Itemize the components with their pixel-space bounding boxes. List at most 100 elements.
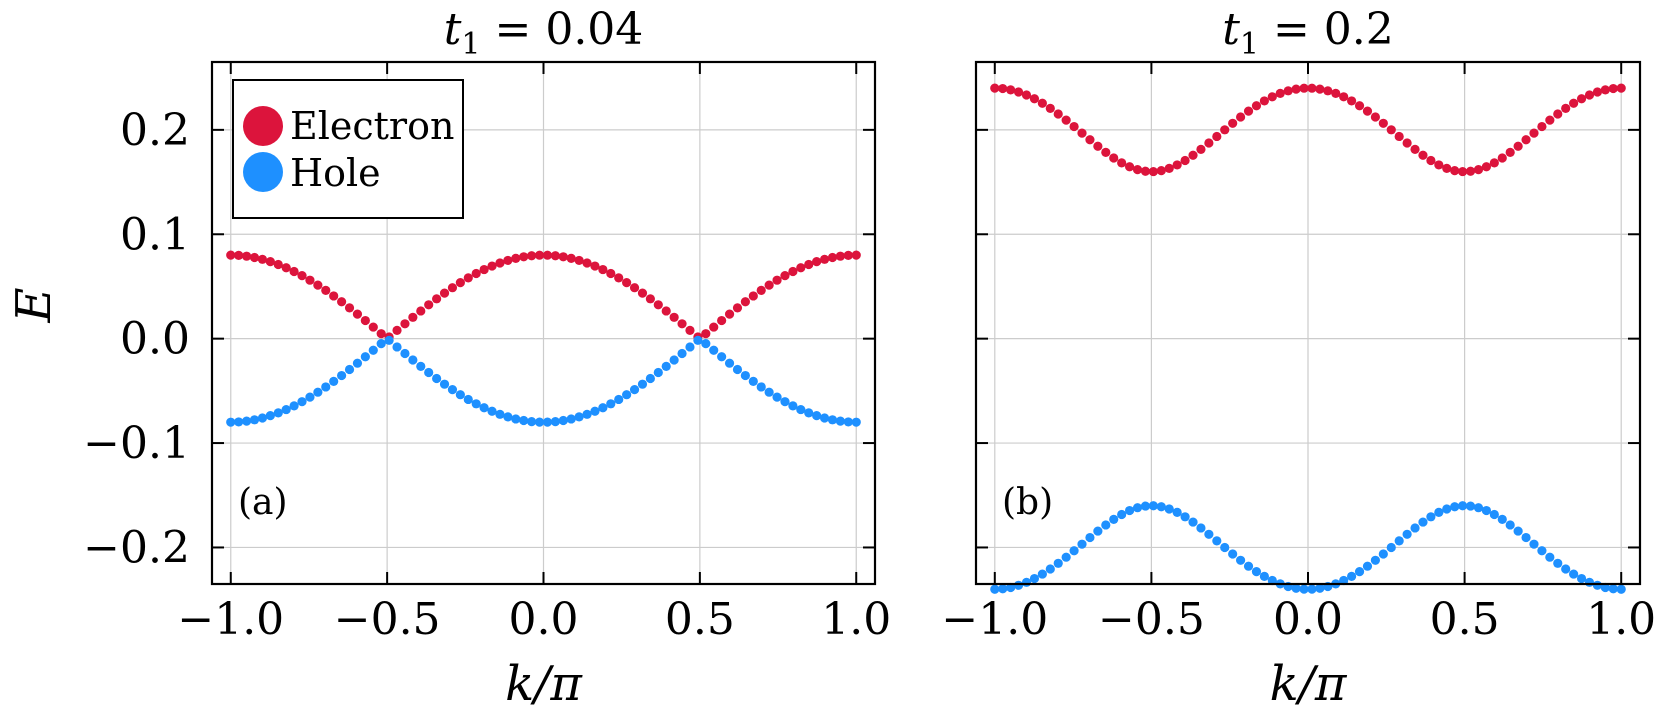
panel-label: (b): [1002, 482, 1053, 523]
point-electron: [455, 278, 465, 288]
point-hole: [1362, 561, 1373, 571]
point-hole: [1013, 580, 1024, 590]
point-electron: [1045, 103, 1055, 113]
title-sub: 1: [1240, 27, 1259, 62]
point-hole: [432, 373, 442, 384]
panel-title: t1 = 0.04: [444, 4, 644, 62]
x-tick-label: −0.5: [334, 594, 441, 645]
point-electron: [479, 264, 489, 275]
point-electron: [1370, 112, 1380, 122]
point-electron: [1561, 103, 1571, 113]
panel-a: −1.0 −0.5 0.0 0.5 1.0 −0.2 −0.1 0.0 0.1 0.2 t1 = 0…: [83, 4, 891, 712]
point-hole: [447, 385, 458, 395]
point-hole: [360, 352, 370, 362]
point-electron: [843, 250, 853, 260]
point-hole: [1124, 505, 1135, 516]
point-electron: [558, 252, 568, 262]
point-electron: [1283, 86, 1293, 96]
point-electron: [851, 250, 861, 260]
point-hole: [1132, 503, 1143, 513]
point-hole: [1458, 501, 1468, 511]
point-electron: [566, 253, 576, 263]
point-electron: [495, 258, 505, 268]
point-electron: [249, 252, 260, 263]
point-electron: [1410, 144, 1420, 154]
point-hole: [1339, 575, 1349, 586]
point-electron: [812, 257, 822, 267]
point-hole: [542, 417, 553, 427]
point-electron: [1236, 112, 1246, 122]
x-tick-label: 1.0: [1586, 594, 1656, 645]
point-hole: [606, 399, 616, 409]
series-hole: [990, 501, 1626, 594]
point-hole: [1053, 558, 1063, 568]
point-hole: [804, 408, 814, 418]
point-hole: [622, 390, 632, 400]
point-hole: [527, 416, 537, 427]
point-electron: [1521, 135, 1531, 145]
point-hole: [1465, 501, 1476, 511]
point-electron: [416, 306, 426, 316]
point-electron: [337, 297, 347, 307]
y-tick-label: −0.2: [83, 522, 190, 573]
point-electron: [740, 297, 750, 307]
point-hole: [1140, 501, 1151, 511]
point-hole: [1259, 571, 1269, 582]
point-electron: [835, 251, 846, 261]
point-electron: [408, 312, 418, 322]
point-electron: [1124, 162, 1135, 172]
point-hole: [471, 399, 481, 409]
point-hole: [1553, 558, 1563, 568]
point-electron: [1584, 90, 1595, 100]
point-hole: [313, 387, 323, 397]
point-electron: [1331, 88, 1341, 99]
point-electron: [1085, 135, 1095, 145]
point-hole: [851, 417, 861, 427]
point-electron: [519, 252, 529, 262]
point-hole: [1077, 539, 1087, 549]
point-electron: [1354, 101, 1365, 111]
point-hole: [653, 367, 663, 378]
point-hole: [1315, 583, 1325, 593]
point-electron: [1037, 98, 1047, 108]
point-electron: [1077, 128, 1087, 138]
point-electron: [645, 294, 655, 304]
point-hole: [1101, 520, 1111, 530]
point-electron: [990, 83, 1000, 93]
point-electron: [732, 303, 743, 313]
point-electron: [1251, 101, 1262, 111]
point-electron: [788, 266, 798, 277]
y-tick-label: 0.0: [120, 314, 190, 365]
point-hole: [756, 382, 766, 392]
point-hole: [1450, 502, 1460, 512]
point-hole: [1299, 584, 1309, 594]
point-electron: [1109, 153, 1119, 163]
title-var: t: [1222, 4, 1240, 55]
x-axis-label: k/π: [1270, 656, 1348, 712]
point-electron: [661, 306, 671, 316]
point-hole: [519, 415, 529, 426]
legend-marker-electron: [243, 106, 283, 146]
point-hole: [487, 406, 497, 416]
point-electron: [1600, 85, 1610, 95]
point-hole: [717, 352, 727, 362]
point-electron: [273, 259, 283, 270]
point-electron: [764, 280, 774, 290]
point-hole: [455, 390, 465, 400]
point-hole: [1600, 582, 1610, 593]
point-hole: [337, 370, 347, 381]
point-electron: [1243, 106, 1254, 116]
point-hole: [1236, 555, 1246, 565]
point-hole: [234, 417, 244, 427]
point-hole: [764, 387, 774, 397]
point-electron: [1394, 131, 1404, 142]
point-electron: [1275, 88, 1285, 99]
point-hole: [1307, 584, 1317, 594]
point-electron: [1013, 87, 1024, 97]
point-hole: [796, 404, 806, 415]
point-electron: [1362, 106, 1373, 116]
point-hole: [463, 394, 473, 405]
point-electron: [1021, 90, 1032, 100]
point-hole: [1569, 569, 1579, 579]
point-hole: [1045, 564, 1055, 574]
